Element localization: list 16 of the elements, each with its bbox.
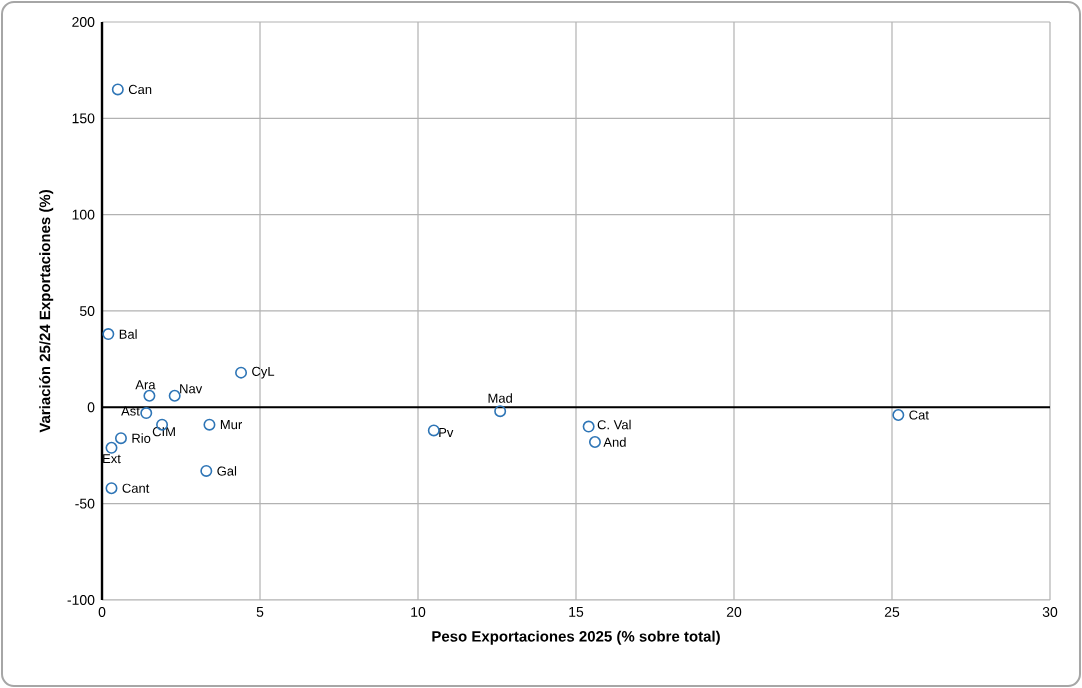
point	[105, 441, 118, 454]
point	[105, 482, 118, 495]
point	[140, 407, 153, 420]
point	[892, 409, 905, 422]
point	[235, 366, 248, 379]
point	[494, 405, 507, 418]
point	[143, 389, 156, 402]
point	[102, 328, 115, 341]
point	[427, 424, 440, 437]
point	[588, 435, 601, 448]
point	[582, 420, 595, 433]
point	[114, 432, 127, 445]
point	[111, 83, 124, 96]
point	[203, 418, 216, 431]
point	[168, 389, 181, 402]
point	[200, 464, 213, 477]
